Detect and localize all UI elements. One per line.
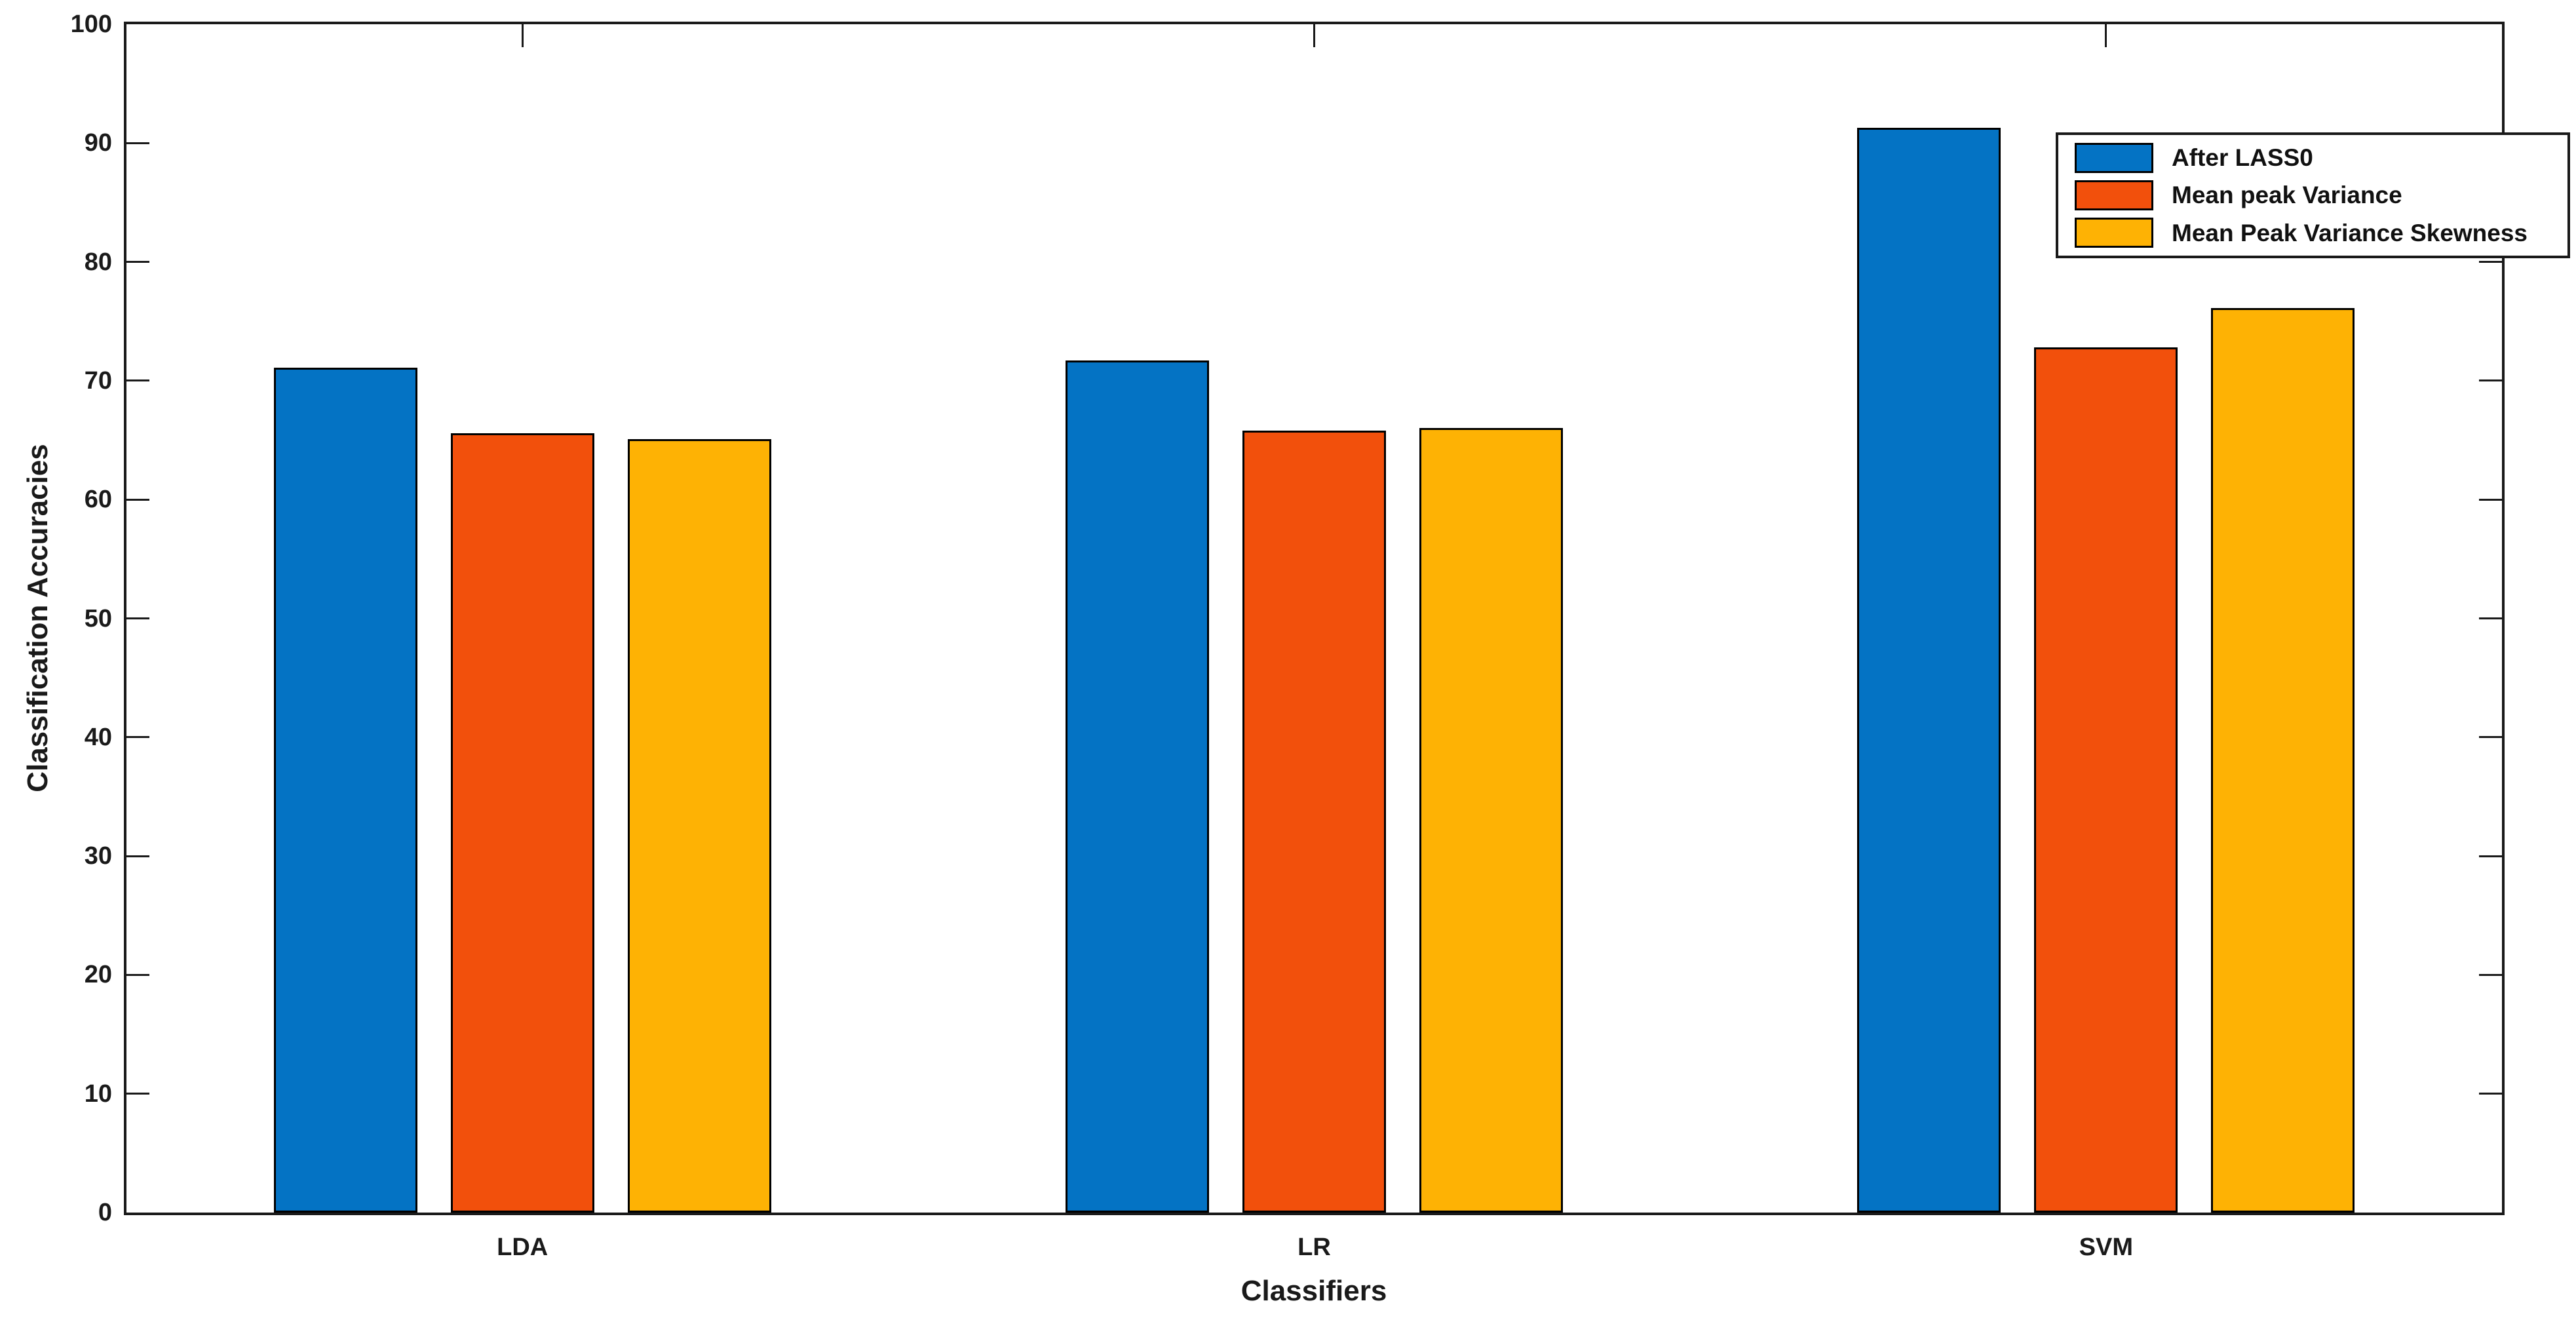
legend-swatch-orange bbox=[2075, 180, 2153, 210]
legend-label: Mean peak Variance bbox=[2172, 182, 2402, 209]
x-tick-label-svm: SVM bbox=[2079, 1234, 2134, 1261]
x-tick-label-lda: LDA bbox=[497, 1234, 548, 1261]
y-tick-label-70: 70 bbox=[84, 366, 112, 395]
y-axis-tick-mark bbox=[126, 855, 149, 857]
bar-svm-series0 bbox=[1857, 127, 2001, 1213]
bar-svm-series2 bbox=[2211, 308, 2355, 1213]
y-axis-tick-mark bbox=[126, 617, 149, 619]
y-axis-tick-mark bbox=[126, 973, 149, 976]
y-axis-tick-mark bbox=[126, 261, 149, 263]
y-axis-tick-mark bbox=[2479, 736, 2502, 739]
y-tick-label-50: 50 bbox=[84, 604, 112, 632]
y-tick-label-20: 20 bbox=[84, 961, 112, 989]
bar-svm-series1 bbox=[2034, 347, 2178, 1213]
y-axis-tick-mark bbox=[126, 142, 149, 144]
legend-label: Mean Peak Variance Skewness bbox=[2172, 219, 2528, 246]
legend-swatch-yellow bbox=[2075, 218, 2153, 248]
y-axis-tick-mark bbox=[126, 736, 149, 739]
y-axis-tick-mark bbox=[2479, 379, 2502, 382]
y-axis-tick-mark bbox=[2479, 261, 2502, 263]
legend-item-mean-peak-variance-skewness: Mean Peak Variance Skewness bbox=[2058, 218, 2567, 248]
bar-lr-series0 bbox=[1066, 360, 1209, 1213]
y-tick-label-100: 100 bbox=[70, 10, 112, 38]
y-tick-label-80: 80 bbox=[84, 248, 112, 276]
y-axis-tick-mark bbox=[2479, 973, 2502, 976]
bar-lda-series1 bbox=[450, 433, 594, 1213]
y-axis-tick-mark bbox=[126, 498, 149, 501]
y-tick-label-30: 30 bbox=[84, 842, 112, 870]
bar-lr-series2 bbox=[1419, 428, 1563, 1213]
y-axis-tick-mark bbox=[126, 1093, 149, 1095]
x-axis-tick-mark bbox=[2105, 24, 2107, 47]
y-tick-label-0: 0 bbox=[98, 1199, 112, 1226]
y-tick-label-60: 60 bbox=[84, 486, 112, 514]
x-axis-tick-mark bbox=[1313, 24, 1315, 47]
x-axis-label: Classifiers bbox=[1240, 1275, 1387, 1307]
x-tick-label-lr: LR bbox=[1298, 1234, 1331, 1261]
legend-item-mean-peak-variance: Mean peak Variance bbox=[2058, 180, 2567, 210]
bar-lda-series0 bbox=[273, 367, 417, 1213]
y-axis-tick-mark bbox=[2479, 498, 2502, 501]
bar-lda-series2 bbox=[627, 438, 771, 1213]
y-axis-tick-mark bbox=[2479, 1093, 2502, 1095]
y-axis-tick-mark bbox=[2479, 617, 2502, 619]
legend-swatch-blue bbox=[2075, 142, 2153, 173]
y-axis-label: Classification Accuracies bbox=[22, 444, 54, 792]
y-tick-label-10: 10 bbox=[84, 1079, 112, 1108]
y-tick-label-90: 90 bbox=[84, 129, 112, 157]
x-axis-tick-mark bbox=[521, 24, 524, 47]
plot-area bbox=[124, 22, 2505, 1215]
y-axis-tick-mark bbox=[126, 379, 149, 382]
legend-label: After LASS0 bbox=[2172, 144, 2313, 172]
bar-lr-series1 bbox=[1242, 431, 1386, 1213]
legend: After LASS0 Mean peak Variance Mean Peak… bbox=[2056, 132, 2570, 258]
legend-item-after-lasso: After LASS0 bbox=[2058, 142, 2567, 173]
y-tick-label-40: 40 bbox=[84, 723, 112, 751]
y-axis-tick-mark bbox=[2479, 855, 2502, 857]
